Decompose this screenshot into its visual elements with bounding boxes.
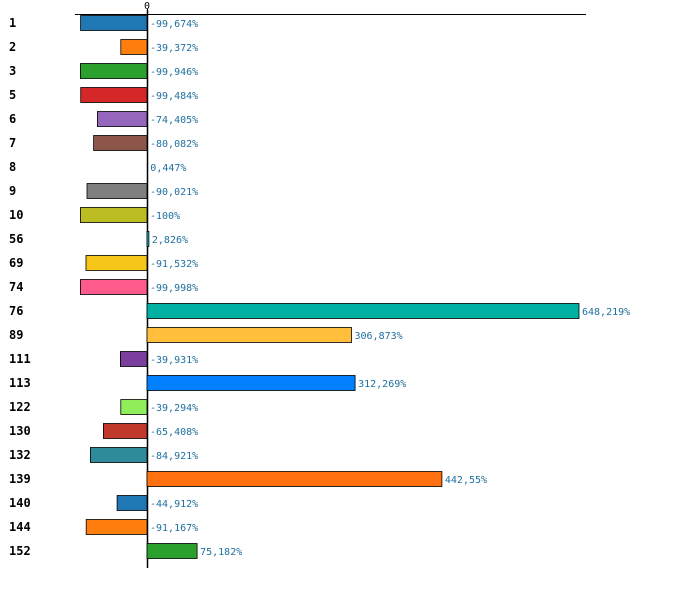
bar (85, 519, 148, 535)
category-label: 5 (9, 88, 16, 102)
value-label: 312,269% (358, 379, 406, 390)
value-label: -65,408% (150, 427, 198, 438)
bar (146, 375, 356, 391)
bar (80, 279, 148, 295)
category-label: 152 (9, 544, 31, 558)
value-label: -91,167% (150, 523, 198, 534)
bar (103, 423, 148, 439)
value-label: -99,674% (150, 19, 198, 30)
bar (80, 63, 148, 79)
value-label: 0,447% (150, 163, 186, 174)
category-label: 139 (9, 472, 31, 486)
category-label: 6 (9, 112, 16, 126)
category-label: 130 (9, 424, 31, 438)
bar (146, 303, 580, 319)
category-label: 56 (9, 232, 23, 246)
value-label: -74,405% (150, 115, 198, 126)
bar (116, 495, 148, 511)
bar (97, 111, 148, 127)
value-label: -39,294% (150, 403, 198, 414)
category-label: 74 (9, 280, 23, 294)
value-label: -91,532% (150, 259, 198, 270)
value-label: -80,082% (150, 139, 198, 150)
value-label: 442,55% (445, 475, 487, 486)
value-label: -44,912% (150, 499, 198, 510)
category-label: 2 (9, 40, 16, 54)
category-label: 111 (9, 352, 31, 366)
value-label: -100% (150, 211, 180, 222)
category-label: 10 (9, 208, 23, 222)
category-label: 1 (9, 16, 16, 30)
bar (86, 183, 148, 199)
bar (80, 207, 148, 223)
category-label: 9 (9, 184, 16, 198)
bar (146, 231, 150, 247)
category-label: 89 (9, 328, 23, 342)
bars-group: 1 -99,674% 2 -39,372% 3 -99,946% 5 -99,484% 6 -74… (9, 15, 630, 559)
value-label: 75,182% (200, 547, 242, 558)
value-label: 648,219% (582, 307, 630, 318)
bar (146, 327, 352, 343)
category-label: 76 (9, 304, 23, 318)
category-label: 69 (9, 256, 23, 270)
value-label: -39,372% (150, 43, 198, 54)
bar (80, 87, 148, 103)
value-label: -84,921% (150, 451, 198, 462)
value-label: -99,484% (150, 91, 198, 102)
value-label: 2,826% (152, 235, 188, 246)
value-label: 306,873% (355, 331, 403, 342)
bar (146, 471, 443, 487)
category-label: 113 (9, 376, 31, 390)
bar (120, 351, 148, 367)
bar (120, 399, 148, 415)
bar (85, 255, 148, 271)
category-label: 122 (9, 400, 31, 414)
bar (146, 543, 198, 559)
bar (120, 39, 148, 55)
category-label: 8 (9, 160, 16, 174)
category-label: 3 (9, 64, 16, 78)
value-label: -39,931% (150, 355, 198, 366)
zero-tick-label: 0 (144, 1, 150, 12)
category-label: 144 (9, 520, 31, 534)
value-label: -99,946% (150, 67, 198, 78)
bar (80, 15, 148, 31)
value-label: -90,021% (150, 187, 198, 198)
bar (93, 135, 148, 151)
bar (90, 447, 148, 463)
value-label: -99,998% (150, 283, 198, 294)
category-label: 140 (9, 496, 31, 510)
category-label: 7 (9, 136, 16, 150)
category-label: 132 (9, 448, 31, 462)
